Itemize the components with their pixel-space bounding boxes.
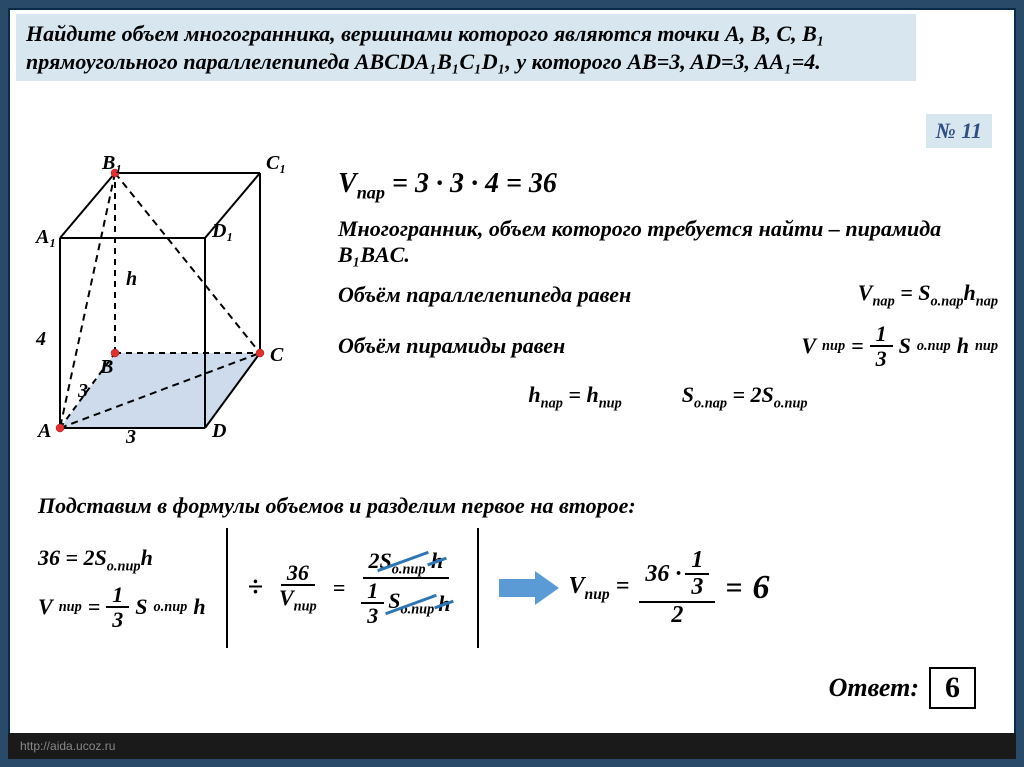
num-36: 36 bbox=[281, 561, 315, 586]
solution-body: Vпар = 3 · 3 · 4 = 36 Многогранник, объе… bbox=[338, 168, 998, 425]
s-eq: Sо.пар = 2Sо.пир bbox=[682, 382, 808, 412]
label-A: A bbox=[38, 420, 51, 443]
final-den: 2 bbox=[665, 603, 689, 628]
eq-36: 36 = 2Sо.пирh bbox=[38, 545, 206, 575]
ratio-den: 13 Sо.пир h bbox=[355, 579, 456, 627]
label-C1: C₁ bbox=[266, 152, 286, 175]
answer-value: 6 bbox=[929, 667, 976, 709]
label-A1: A₁ bbox=[36, 226, 56, 249]
frac-3: 3 bbox=[870, 347, 893, 370]
label-B1: B₁ bbox=[102, 152, 122, 175]
label-B: B bbox=[100, 356, 113, 379]
eq-vpir: Vпир = 13 Sо.пирh bbox=[38, 583, 206, 631]
footer-bar: http://aida.ucoz.ru bbox=[8, 733, 1016, 759]
answer-block: Ответ: 6 bbox=[829, 667, 976, 709]
label-D: D bbox=[212, 420, 226, 443]
calculation-row: 36 = 2Sо.пирh Vпир = 13 Sо.пирh ÷ 36 Vпи… bbox=[38, 528, 998, 648]
problem-statement: Найдите объем многогранника, вершинами к… bbox=[16, 14, 916, 81]
vpar-sub: пар bbox=[357, 183, 385, 203]
d3: 3 bbox=[106, 608, 129, 631]
label-4: 4 bbox=[36, 328, 46, 351]
line-pyramid-desc: Многогранник, объем которого требуется н… bbox=[338, 216, 958, 268]
label-C: C bbox=[270, 344, 283, 367]
vpar-calc: Vпар = 3 · 3 · 4 = 36 bbox=[338, 168, 998, 204]
calc-col-1: 36 = 2Sо.пирh Vпир = 13 Sо.пирh bbox=[38, 545, 206, 632]
label-h: h bbox=[126, 268, 137, 291]
frac-1: 1 bbox=[870, 322, 893, 347]
parallelepiped-diagram: A B C D A₁ B₁ C₁ D₁ h 4 3 3 bbox=[30, 158, 320, 458]
line-vpir-label: Объём пирамиды равен Vпир = 13 Sо.пирhпи… bbox=[338, 322, 998, 370]
h-eq: hпар = hпир bbox=[528, 382, 621, 412]
divider-1 bbox=[226, 528, 228, 648]
rd3: 3 bbox=[361, 604, 384, 627]
vpir-formula: Vпир = 13 Sо.пирhпир bbox=[801, 322, 998, 370]
lower-instruction: Подставим в формулы объемов и разделим п… bbox=[38, 493, 998, 519]
divider-2 bbox=[477, 528, 479, 648]
line-vpar-label: Объём параллелепипеда равен Vпар = Sо.па… bbox=[338, 280, 998, 310]
divide-sign: ÷ bbox=[248, 572, 263, 604]
h-s-relations: hпар = hпир Sо.пар = 2Sо.пир bbox=[338, 382, 998, 412]
vpar-V: V bbox=[338, 168, 357, 199]
vpar-label: Объём параллелепипеда равен bbox=[338, 282, 631, 308]
label-D1: D₁ bbox=[212, 220, 233, 243]
label-3b: 3 bbox=[126, 426, 136, 449]
vpar-formula: Vпар = Sо.парhпар bbox=[858, 280, 998, 310]
vpar-expr: = 3 · 3 · 4 = 36 bbox=[385, 168, 557, 199]
vpir-eq: Vпир = bbox=[569, 573, 630, 604]
n1: 1 bbox=[106, 583, 129, 608]
rn1: 1 bbox=[361, 579, 384, 604]
ratio-num: 2Sо.пир h bbox=[363, 549, 450, 579]
calc-col-2: 36 Vпир = 2Sо.пир h 13 Sо.пир h bbox=[273, 549, 457, 628]
den-vpir: Vпир bbox=[273, 586, 323, 614]
label-3a: 3 bbox=[78, 380, 88, 403]
calc-col-3: Vпир = 36 · 13 2 = 6 bbox=[569, 548, 770, 628]
num-36x: 36 · bbox=[645, 562, 681, 587]
answer-label: Ответ: bbox=[829, 673, 919, 703]
arrow-icon bbox=[499, 571, 559, 605]
problem-number-badge: № 11 bbox=[926, 114, 992, 148]
final-result: 6 bbox=[753, 569, 770, 607]
final-num: 36 · 13 bbox=[639, 548, 715, 602]
fd3: 3 bbox=[685, 575, 709, 600]
fn1: 1 bbox=[685, 548, 709, 575]
slide-frame: Найдите объем многогранника, вершинами к… bbox=[0, 0, 1024, 767]
footer-url: http://aida.ucoz.ru bbox=[20, 739, 115, 753]
vpir-label: Объём пирамиды равен bbox=[338, 333, 565, 359]
